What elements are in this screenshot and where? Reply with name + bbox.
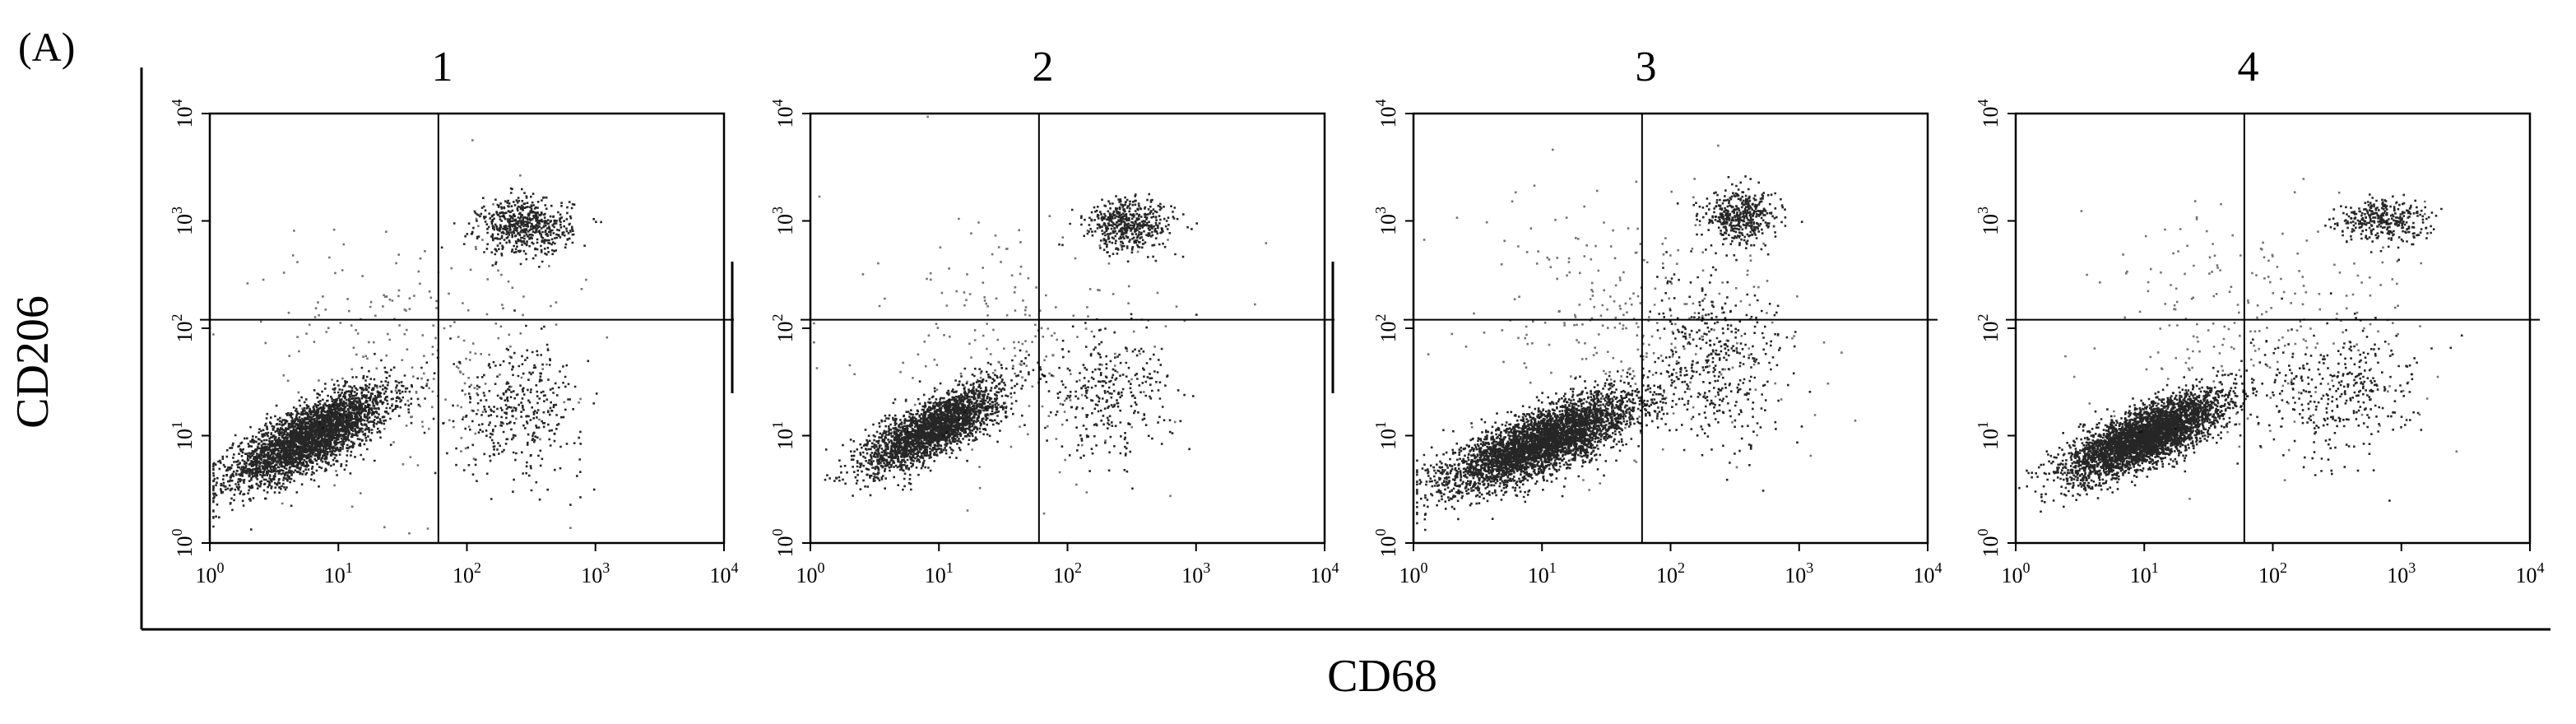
y-tick-label-1-1: 101 — [169, 421, 197, 450]
data-points-2 — [813, 115, 1268, 515]
population-3-3 — [1607, 216, 1812, 492]
y-tick-label-2-0: 100 — [769, 529, 797, 558]
data-points-3 — [1416, 144, 1857, 531]
y-tick-label-1-2: 102 — [169, 314, 197, 343]
population-2-2 — [1058, 193, 1198, 263]
x-tick-label-3-3: 103 — [1785, 559, 1813, 587]
y-tick-label-3-2: 102 — [1372, 314, 1400, 343]
plot-area-3 — [1412, 112, 1929, 545]
scatter-panel-2: 2 100 101 102 103 104 100 101 102 103 104 — [769, 44, 1339, 587]
population-1-4 — [212, 139, 609, 535]
population-1-1 — [212, 337, 452, 531]
x-tick-label-2-3: 103 — [1181, 559, 1210, 587]
population-1-2 — [440, 187, 602, 268]
x-tick-label-2-1: 101 — [925, 559, 954, 587]
scatter-panel-1: 1 100 101 102 103 104 100 101 102 103 104 — [169, 44, 739, 587]
y-tick-label-1-4: 104 — [169, 100, 197, 128]
x-tick-label-1-2: 102 — [453, 559, 481, 587]
population-4-1 — [2018, 340, 2309, 513]
population-1-3 — [423, 309, 598, 506]
x-tick-label-4-1: 101 — [2130, 559, 2159, 587]
y-tick-label-4-0: 100 — [1975, 529, 2003, 558]
x-tick-label-3-0: 100 — [1399, 559, 1428, 587]
panel-title-1: 1 — [432, 44, 453, 90]
y-tick-label-2-3: 103 — [769, 207, 797, 235]
scatter-panel-4: 4 100 101 102 103 104 100 101 102 103 104 — [1975, 44, 2545, 587]
panel-title-3: 3 — [1636, 44, 1657, 90]
population-3-4 — [1423, 144, 1857, 491]
y-tick-label-4-2: 102 — [1975, 314, 2003, 343]
x-tick-label-4-4: 104 — [2516, 559, 2545, 587]
x-tick-label-3-1: 101 — [1528, 559, 1557, 587]
x-tick-label-2-4: 104 — [1311, 559, 1339, 587]
panel-label: (A) — [18, 24, 76, 70]
y-tick-label-3-1: 101 — [1372, 421, 1400, 450]
x-tick-label-4-2: 102 — [2258, 559, 2287, 587]
y-tick-label-3-0: 100 — [1372, 529, 1400, 558]
x-tick-label-4-3: 103 — [2387, 559, 2416, 587]
y-tick-label-2-4: 104 — [769, 100, 797, 128]
x-tick-label-2-0: 100 — [796, 559, 825, 587]
x-tick-label-2-2: 102 — [1053, 559, 1082, 587]
scatter-panel-3: 3 100 101 102 103 104 100 101 102 103 104 — [1372, 44, 1942, 587]
x-tick-label-1-4: 104 — [710, 559, 739, 587]
y-tick-label-2-2: 102 — [769, 314, 797, 343]
population-2-3 — [1019, 313, 1198, 490]
panel-title-4: 4 — [2238, 44, 2259, 90]
y-tick-label-1-0: 100 — [169, 529, 197, 558]
plot-area-4 — [2014, 112, 2532, 545]
x-tick-label-3-2: 102 — [1656, 559, 1685, 587]
x-tick-label-1-0: 100 — [196, 559, 225, 587]
y-tick-label-3-4: 104 — [1372, 100, 1400, 128]
population-4-2 — [2324, 193, 2443, 262]
population-3-2 — [1676, 175, 1803, 262]
population-2-1 — [824, 354, 1046, 497]
population-3-1 — [1416, 355, 1689, 531]
y-tick-label-1-3: 103 — [169, 207, 197, 235]
y-tick-label-4-1: 101 — [1975, 421, 2003, 450]
x-tick-label-1-1: 101 — [324, 559, 353, 587]
x-tick-label-1-3: 103 — [581, 559, 610, 587]
data-points-4 — [2018, 178, 2463, 513]
y-tick-label-3-3: 103 — [1372, 207, 1400, 235]
plot-area-2 — [809, 112, 1326, 545]
x-tick-label-4-0: 100 — [2002, 559, 2031, 587]
x-axis-label: CD68 — [1327, 651, 1437, 702]
y-tick-label-2-1: 101 — [769, 421, 797, 450]
y-tick-label-4-4: 104 — [1975, 100, 2003, 128]
x-tick-label-3-4: 104 — [1914, 559, 1942, 587]
panel-title-2: 2 — [1033, 44, 1054, 90]
y-tick-label-4-3: 103 — [1975, 207, 2003, 235]
data-points-1 — [212, 139, 609, 535]
